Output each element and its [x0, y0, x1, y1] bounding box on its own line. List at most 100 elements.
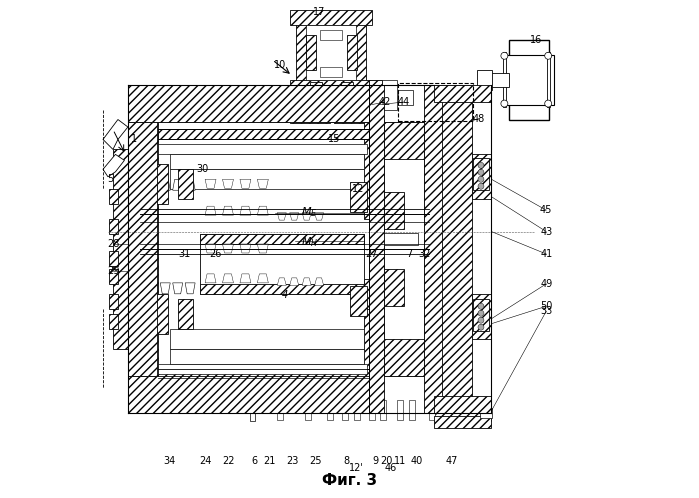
Polygon shape	[222, 179, 233, 188]
Text: 27: 27	[366, 249, 378, 259]
Text: 49: 49	[540, 279, 552, 289]
Bar	[158, 369, 369, 378]
Text: 12': 12'	[349, 463, 363, 473]
Bar	[364, 189, 384, 219]
Text: 16: 16	[530, 35, 542, 45]
Polygon shape	[315, 213, 324, 220]
Bar	[110, 294, 118, 309]
Text: 8: 8	[343, 456, 350, 466]
Text: 48: 48	[473, 114, 485, 124]
Circle shape	[478, 176, 484, 182]
Text: 28: 28	[107, 239, 119, 249]
Bar	[290, 10, 372, 25]
Text: 4: 4	[282, 290, 288, 300]
Bar	[171, 329, 364, 349]
Circle shape	[545, 100, 552, 107]
Bar	[178, 299, 193, 329]
Bar	[429, 400, 435, 420]
Circle shape	[478, 169, 484, 175]
Bar	[503, 52, 506, 107]
Bar	[290, 80, 372, 90]
Bar	[397, 400, 403, 420]
Bar	[128, 122, 157, 376]
Text: $M_E$: $M_E$	[301, 205, 318, 219]
Bar	[364, 279, 384, 309]
Bar	[369, 400, 375, 420]
Polygon shape	[173, 179, 182, 190]
Polygon shape	[240, 206, 251, 215]
Bar	[310, 82, 322, 95]
Bar	[198, 378, 205, 406]
Bar	[347, 35, 357, 70]
Polygon shape	[290, 278, 298, 285]
Circle shape	[478, 303, 484, 309]
Bar	[472, 154, 491, 199]
Text: 47: 47	[446, 456, 459, 466]
Bar	[324, 25, 340, 80]
Polygon shape	[222, 244, 233, 253]
Text: 34: 34	[163, 456, 175, 466]
Polygon shape	[158, 129, 369, 139]
Text: 43: 43	[540, 227, 552, 237]
Bar	[128, 85, 369, 122]
Text: 22: 22	[223, 456, 236, 466]
Bar	[480, 408, 492, 418]
Bar	[369, 85, 384, 413]
Polygon shape	[205, 274, 216, 283]
Polygon shape	[278, 213, 287, 220]
Bar	[178, 169, 193, 199]
Circle shape	[478, 162, 484, 168]
Bar	[110, 251, 118, 266]
Circle shape	[501, 52, 508, 59]
Bar	[296, 90, 368, 122]
Polygon shape	[302, 278, 311, 285]
Polygon shape	[205, 179, 216, 188]
Bar	[398, 90, 413, 105]
Bar	[306, 35, 316, 70]
Text: 33: 33	[540, 306, 552, 316]
Bar	[434, 85, 491, 102]
Text: 41: 41	[540, 249, 552, 259]
Text: 29: 29	[107, 266, 119, 276]
Bar	[319, 67, 342, 77]
Bar	[338, 15, 366, 85]
Circle shape	[501, 100, 508, 107]
Bar	[364, 120, 384, 199]
Polygon shape	[173, 283, 182, 294]
Bar	[350, 286, 367, 316]
Polygon shape	[205, 244, 216, 253]
Bar	[509, 40, 549, 120]
Polygon shape	[185, 283, 195, 294]
Bar	[305, 402, 310, 420]
Bar	[434, 85, 472, 413]
Text: 5: 5	[108, 174, 113, 184]
Polygon shape	[240, 244, 251, 253]
Polygon shape	[160, 179, 171, 190]
Bar	[380, 400, 387, 420]
Text: 9: 9	[373, 456, 378, 466]
Text: 21: 21	[264, 456, 276, 466]
Text: 40: 40	[410, 456, 423, 466]
Bar	[296, 15, 324, 85]
Text: 20: 20	[381, 456, 393, 466]
Polygon shape	[278, 278, 287, 285]
Bar	[354, 400, 361, 420]
Text: 45: 45	[540, 205, 552, 215]
Bar	[369, 80, 397, 110]
Polygon shape	[257, 179, 268, 188]
Bar	[384, 122, 439, 159]
Circle shape	[478, 324, 484, 330]
Bar	[110, 314, 118, 329]
Bar	[210, 378, 217, 406]
Bar	[128, 122, 158, 376]
Bar	[350, 182, 367, 212]
Polygon shape	[290, 213, 298, 220]
Text: 32: 32	[418, 249, 431, 259]
Text: 1: 1	[131, 134, 138, 144]
Bar	[278, 402, 283, 420]
Text: 24: 24	[199, 456, 211, 466]
Bar	[113, 149, 133, 349]
Bar	[472, 294, 491, 339]
Bar	[319, 30, 342, 40]
Bar	[128, 376, 369, 413]
